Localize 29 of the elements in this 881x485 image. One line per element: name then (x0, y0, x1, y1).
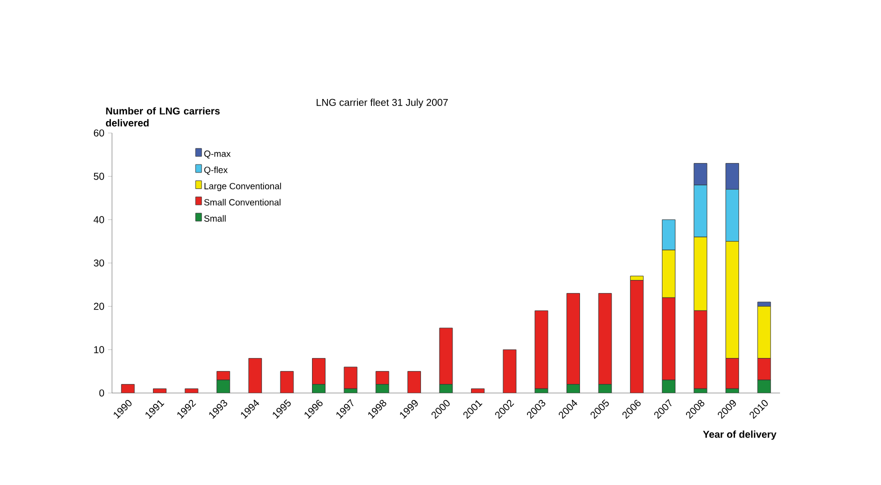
y-tick-label: 20 (94, 302, 104, 310)
bar (566, 293, 580, 385)
bar (376, 371, 390, 385)
x-axis-title: Year of delivery (703, 430, 776, 440)
bar (662, 297, 676, 380)
y-tick-label: 30 (94, 259, 104, 267)
bar (248, 358, 262, 393)
y-tick-label: 40 (94, 216, 104, 224)
legend-label: Small (204, 215, 226, 222)
y-tick-label: 0 (99, 389, 104, 397)
legend-label: Q-max (204, 150, 231, 158)
legend-label: Q-flex (204, 166, 228, 175)
y-axis-title: Number of LNG carriers delivered (106, 107, 220, 126)
bar (502, 349, 516, 393)
legend-label: Small Conventional (204, 198, 280, 206)
y-tick-label: 50 (94, 172, 104, 180)
bar (694, 310, 708, 389)
bar (757, 358, 771, 380)
bar (439, 328, 453, 385)
chart-title: LNG carrier fleet 31 July 2007 (316, 98, 448, 108)
bar (534, 310, 548, 389)
bar (598, 293, 612, 385)
legend-label: Large Conventional (204, 182, 281, 192)
bar (630, 280, 644, 393)
bar (726, 358, 740, 389)
bar (407, 371, 421, 393)
y-tick-label: 10 (94, 346, 104, 354)
bar (312, 358, 326, 385)
y-tick-label: 60 (94, 129, 104, 137)
